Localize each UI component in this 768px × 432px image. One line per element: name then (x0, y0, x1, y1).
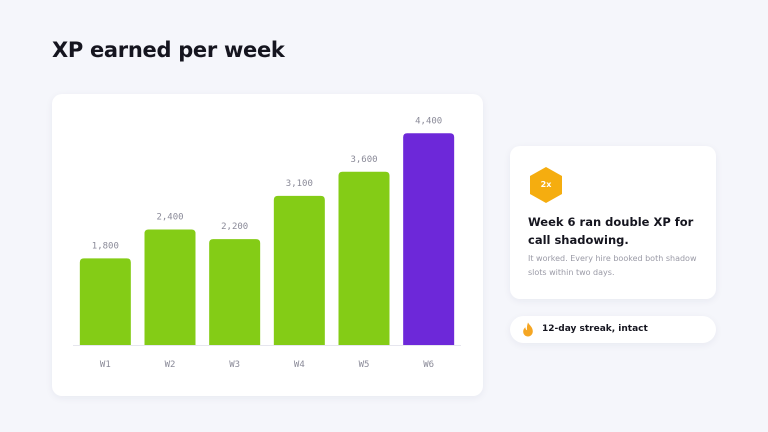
badge-label: 2x (540, 180, 552, 189)
double-xp-badge: 2x (529, 166, 563, 204)
x-tick-label: W2 (165, 360, 176, 370)
xp-bar-chart: 1,800 W1 2,400 W2 2,200 W3 3,100 W4 3,600 W5 4,400… (73, 116, 461, 370)
bar-w3 (209, 239, 261, 345)
chart-card: 1,800 W1 2,400 W2 2,200 W3 3,100 W4 3,600 W5 4,400… (52, 94, 483, 396)
page-title: XP earned per week (52, 38, 285, 62)
hexagon-icon (530, 167, 562, 203)
bar-w5 (338, 171, 390, 345)
bar-w4 (273, 195, 325, 345)
x-tick-label: W5 (359, 360, 370, 370)
x-tick-label: W3 (229, 360, 240, 370)
bar-w1 (79, 258, 131, 345)
insight-title: Week 6 ran double XP for call shadowing. (528, 215, 694, 247)
streak-pill: 12-day streak, intact (510, 316, 716, 343)
bar-value-label: 2,400 (156, 213, 183, 223)
x-tick-label: W4 (294, 360, 305, 370)
insight-body: It worked. Every hire booked both shadow… (528, 254, 697, 277)
flame-icon (523, 322, 533, 337)
bar-w6 (403, 133, 455, 345)
bar-value-label: 3,600 (350, 155, 377, 165)
insight-card: 2x Week 6 ran double XP for call shadowi… (510, 146, 716, 299)
bar-value-label: 2,200 (221, 222, 248, 232)
bar-value-label: 4,400 (415, 116, 442, 126)
bar-value-label: 3,100 (286, 179, 313, 189)
x-tick-label: W6 (423, 360, 434, 370)
streak-label: 12-day streak, intact (542, 324, 648, 334)
x-tick-label: W1 (100, 360, 111, 370)
bar-w2 (144, 229, 196, 345)
bar-value-label: 1,800 (92, 241, 119, 251)
